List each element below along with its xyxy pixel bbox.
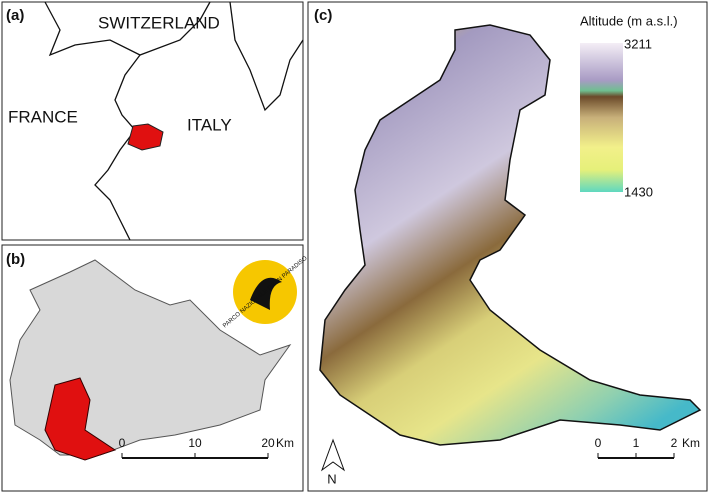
study-area (319, 24, 702, 446)
park-area (44, 377, 117, 461)
park-area (127, 123, 164, 151)
legend-min: 1430 (624, 184, 653, 199)
panel-frame (1, 244, 304, 492)
country-label: SWITZERLAND (98, 13, 220, 32)
scale-bar: 0 10 20 Km (119, 436, 294, 459)
border (94, 54, 141, 241)
legend-title: Altitude (m a.s.l.) (580, 13, 678, 28)
border (44, 1, 211, 57)
scale-label: 0 (595, 436, 602, 450)
country-label: FRANCE (8, 107, 78, 126)
legend-max: 3211 (624, 36, 652, 51)
logo-ibex (250, 277, 282, 310)
scale-label: 20 (261, 436, 275, 450)
panel-label: (a) (6, 7, 24, 24)
scale-unit: Km (682, 436, 700, 450)
scale-label: 10 (188, 436, 202, 450)
country-label: ITALY (187, 115, 232, 134)
panel-label: (b) (6, 251, 25, 268)
panel-label: (c) (314, 7, 332, 24)
scale-label: 0 (119, 436, 126, 450)
scale-unit: Km (276, 436, 294, 450)
legend-ramp (580, 43, 623, 192)
panel-frame (307, 1, 708, 492)
scale-bar: 0 1 2 Km (595, 436, 700, 459)
panel-frame (1, 1, 304, 241)
north-label: N (327, 471, 336, 486)
scale-label: 2 (671, 436, 678, 450)
scale-label: 1 (633, 436, 640, 450)
north-arrow (320, 438, 346, 472)
border (229, 1, 304, 112)
